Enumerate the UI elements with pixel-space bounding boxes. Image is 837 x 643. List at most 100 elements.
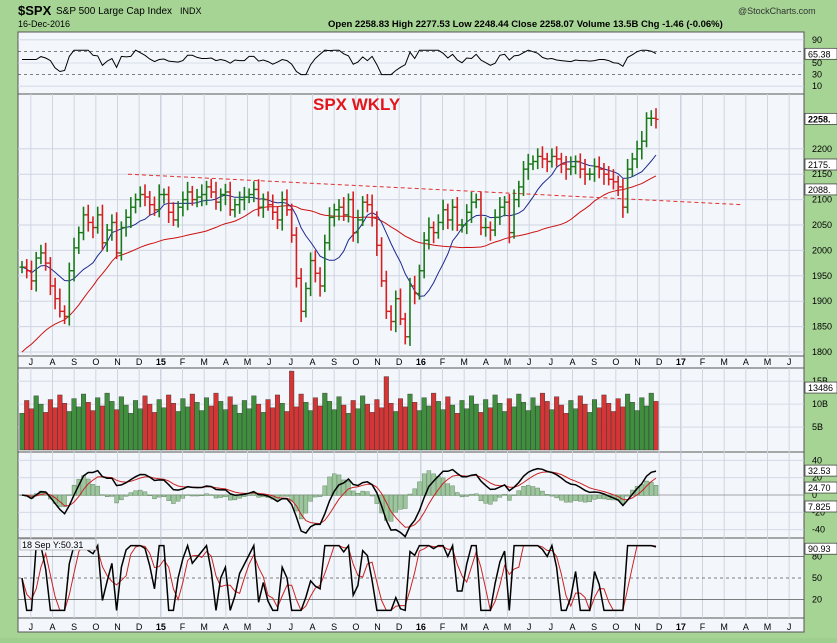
watermark: @StockCharts.com — [738, 6, 816, 16]
volume-bar — [147, 403, 153, 451]
volume-bar — [76, 406, 82, 451]
macd-histogram-bar — [104, 494, 110, 497]
month-tick-label: M — [720, 622, 728, 632]
volume-bar — [114, 409, 120, 451]
month-tick-label: J — [29, 357, 34, 367]
price-bar — [137, 186, 143, 208]
volume-bar — [450, 404, 456, 451]
volume-bar — [104, 392, 110, 451]
price-bar — [506, 194, 512, 244]
volume-bar — [639, 397, 645, 451]
price-bar — [52, 277, 58, 310]
month-tick-label: D — [396, 357, 403, 367]
price-bar — [260, 193, 266, 218]
price-tick-label: 1800 — [812, 347, 832, 357]
volume-bar — [90, 410, 96, 451]
volume-bar — [379, 407, 385, 451]
volume-tick-label: 15B — [812, 376, 828, 386]
macd-histogram-bar — [445, 483, 451, 496]
stoch-last-box — [804, 542, 837, 555]
macd-histogram-bar — [431, 473, 436, 496]
macd-histogram-bar — [582, 494, 588, 503]
price-bar — [407, 277, 413, 346]
macd-histogram-bar — [365, 491, 370, 496]
stoch-tick-label: 50 — [812, 573, 822, 583]
volume-bar — [137, 408, 143, 451]
macd-histogram-bar — [213, 494, 219, 499]
price-bar — [549, 148, 555, 168]
volume-bar — [497, 403, 503, 451]
macd-histogram-bar — [483, 494, 488, 504]
month-tick-label: M — [720, 357, 728, 367]
month-tick-label: J — [549, 622, 554, 632]
month-tick-label: O — [352, 622, 359, 632]
price-bar — [175, 201, 181, 228]
volume-bar — [440, 409, 446, 451]
month-tick-label: O — [612, 622, 619, 632]
volume-bar — [634, 410, 640, 451]
price-bar — [634, 140, 640, 169]
volume-bar — [625, 393, 631, 451]
price-bar — [118, 221, 124, 261]
price-bar — [454, 197, 460, 232]
volume-bar — [554, 396, 560, 451]
month-tick-label: F — [180, 357, 186, 367]
price-bar — [435, 214, 441, 239]
price-tick-label: 2150 — [812, 169, 832, 179]
price-bar — [246, 188, 252, 204]
month-tick-label: N — [374, 622, 381, 632]
price-bar — [317, 267, 323, 297]
month-tick-label: A — [483, 357, 489, 367]
price-bar — [38, 244, 44, 265]
month-tick-label: M — [244, 622, 252, 632]
price-bar — [312, 250, 318, 283]
macd-line — [21, 467, 657, 538]
month-tick-label: M — [764, 622, 772, 632]
volume-bar — [587, 412, 593, 451]
month-tick-label: N — [114, 622, 121, 632]
volume-bar — [118, 396, 124, 451]
volume-bar — [591, 399, 597, 451]
volume-bar — [19, 413, 25, 451]
volume-bar — [109, 401, 115, 451]
macd-histogram-bar — [369, 494, 375, 497]
macd-histogram-bar — [161, 494, 167, 497]
volume-bar — [374, 399, 380, 451]
rsi-tick-label: 10 — [812, 81, 822, 91]
macd-histogram-bar — [426, 470, 432, 496]
volume-bar — [539, 392, 545, 451]
macd-last-box — [804, 464, 837, 477]
last-value-label: 2258. — [808, 114, 831, 124]
macd-histogram-bar — [180, 494, 186, 499]
price-bar — [308, 252, 314, 297]
macd-histogram-bar — [194, 494, 200, 497]
macd-tick-label: 40 — [812, 455, 822, 465]
volume-bar — [24, 400, 30, 451]
month-tick-label: F — [440, 357, 446, 367]
price-bar — [147, 190, 153, 216]
macd-last-box — [804, 481, 837, 494]
macd-histogram-bar — [313, 494, 318, 498]
macd-histogram-bar — [246, 494, 252, 496]
volume-bar — [473, 403, 479, 451]
macd-tick-label: 0 — [812, 490, 817, 500]
month-tick-label: A — [569, 622, 575, 632]
volume-bar — [317, 405, 323, 451]
volume-bar — [308, 410, 314, 451]
month-tick-label: S — [71, 357, 77, 367]
price-bar — [24, 259, 30, 279]
price-bar — [95, 206, 101, 234]
month-tick-label: A — [569, 357, 575, 367]
macd-histogram-bar — [62, 494, 67, 507]
price-bar — [151, 196, 157, 216]
volume-bar — [483, 399, 489, 451]
price-bar — [601, 163, 607, 185]
volume-bar — [274, 394, 280, 451]
price-tick-label: 1900 — [812, 296, 832, 306]
month-tick-label: A — [223, 622, 229, 632]
price-bar — [123, 209, 129, 237]
rsi-line — [22, 49, 657, 76]
volume-bar — [298, 393, 304, 451]
price-tick-label: 1950 — [812, 271, 832, 281]
